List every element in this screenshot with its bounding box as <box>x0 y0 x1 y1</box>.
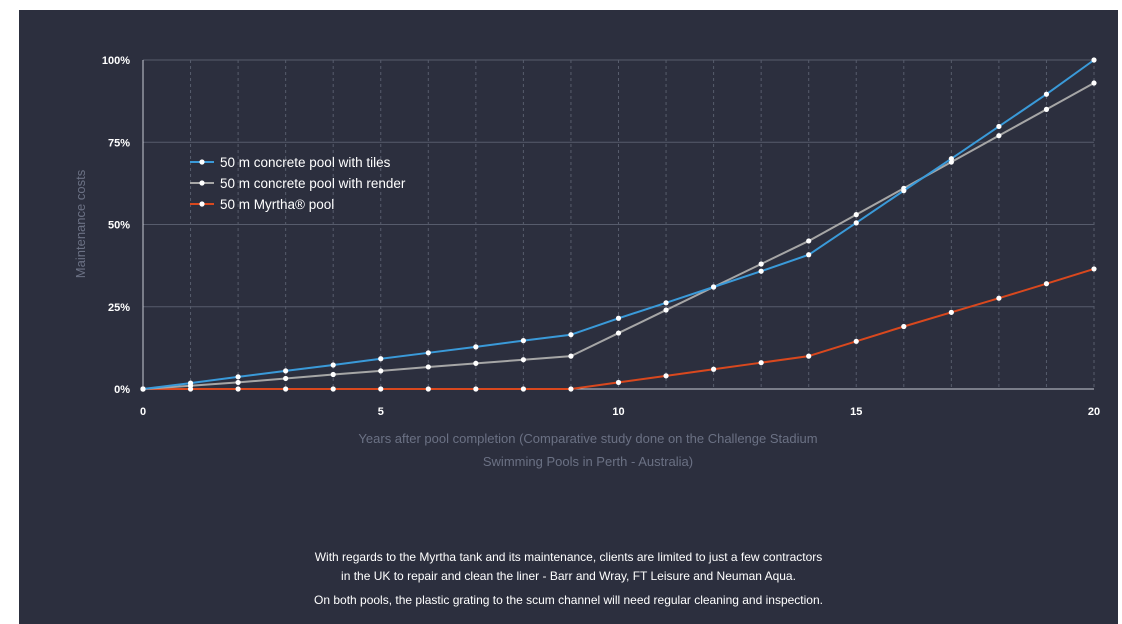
x-tick-label: 0 <box>140 406 146 418</box>
note-line-2: in the UK to repair and clean the liner … <box>341 569 796 583</box>
y-tick-label: 75% <box>108 137 130 149</box>
y-axis-title: Maintenance costs <box>73 169 88 278</box>
data-point <box>853 338 859 344</box>
data-point <box>568 332 574 338</box>
data-point <box>568 386 574 392</box>
data-point <box>235 386 241 392</box>
data-point <box>996 295 1002 301</box>
series-group <box>140 57 1097 392</box>
data-point <box>758 261 764 267</box>
data-point <box>1091 80 1097 86</box>
data-point <box>330 386 336 392</box>
x-axis-title-line-1: Years after pool completion (Comparative… <box>358 431 817 446</box>
data-point <box>283 386 289 392</box>
data-point <box>283 368 289 374</box>
data-point <box>330 362 336 368</box>
data-point <box>1043 281 1050 287</box>
data-point <box>806 252 812 258</box>
data-point <box>473 386 479 392</box>
data-point <box>663 373 669 379</box>
data-point <box>711 284 717 290</box>
data-point <box>996 123 1002 130</box>
data-point <box>140 386 146 392</box>
data-point <box>615 315 622 321</box>
data-point <box>425 350 431 356</box>
series-line-0 <box>140 57 1097 392</box>
data-point <box>235 379 241 386</box>
x-tick-label: 20 <box>1088 406 1100 418</box>
legend-item: 50 m Myrtha® pool <box>190 197 334 212</box>
data-point <box>1043 106 1050 112</box>
data-point <box>1043 91 1050 97</box>
y-tick-label: 0% <box>114 384 130 396</box>
legend-label: 50 m concrete pool with render <box>220 176 406 191</box>
legend-marker <box>199 180 205 186</box>
data-point <box>806 353 812 359</box>
y-tick-label: 50% <box>108 220 130 232</box>
y-tick-label: 100% <box>102 55 130 67</box>
data-point <box>615 379 622 386</box>
data-point <box>330 371 336 378</box>
data-point <box>520 338 527 344</box>
data-point <box>1091 57 1097 63</box>
data-point <box>663 300 669 306</box>
data-point <box>948 156 954 162</box>
data-point <box>615 330 622 336</box>
data-point <box>663 307 669 313</box>
tick-labels: 0% 25% 50% 75% 100% 0 5 10 15 20 <box>102 55 1100 418</box>
legend-item: 50 m concrete pool with tiles <box>190 155 391 170</box>
data-point <box>425 364 431 370</box>
legend: 50 m concrete pool with tiles 50 m concre… <box>190 155 406 212</box>
data-point <box>758 268 764 274</box>
data-point <box>235 374 241 380</box>
data-point <box>378 356 384 362</box>
legend-label: 50 m concrete pool with tiles <box>220 155 391 170</box>
legend-marker <box>199 201 205 207</box>
data-point <box>378 386 384 392</box>
grid <box>143 59 1095 389</box>
data-point <box>996 133 1002 139</box>
data-point <box>520 357 527 363</box>
data-point <box>473 360 479 366</box>
data-point <box>853 220 859 226</box>
data-point <box>711 366 717 372</box>
data-point <box>187 380 194 386</box>
legend-label: 50 m Myrtha® pool <box>220 197 334 212</box>
data-point <box>948 309 954 315</box>
legend-marker <box>199 159 205 165</box>
data-point <box>283 375 289 382</box>
data-point <box>520 386 527 392</box>
data-point <box>568 353 574 359</box>
cleaning-note: On both pools, the plastic grating to th… <box>314 593 823 607</box>
y-tick-label: 25% <box>108 302 130 314</box>
x-axis-title-line-2: Swimming Pools in Perth - Australia) <box>483 454 693 469</box>
data-point <box>425 386 431 392</box>
x-tick-label: 10 <box>612 406 624 418</box>
data-point <box>853 212 859 218</box>
legend-item: 50 m concrete pool with render <box>190 176 406 191</box>
data-point <box>473 344 479 350</box>
data-point <box>901 188 907 194</box>
maintenance-note: With regards to the Myrtha tank and its … <box>19 548 1118 586</box>
data-point <box>806 238 812 244</box>
data-point <box>1091 266 1097 272</box>
x-tick-label: 15 <box>850 406 862 418</box>
data-point <box>378 368 384 374</box>
note-line-1: With regards to the Myrtha tank and its … <box>314 550 823 564</box>
data-point <box>758 360 764 366</box>
data-point <box>901 323 907 330</box>
x-tick-label: 5 <box>378 406 384 418</box>
